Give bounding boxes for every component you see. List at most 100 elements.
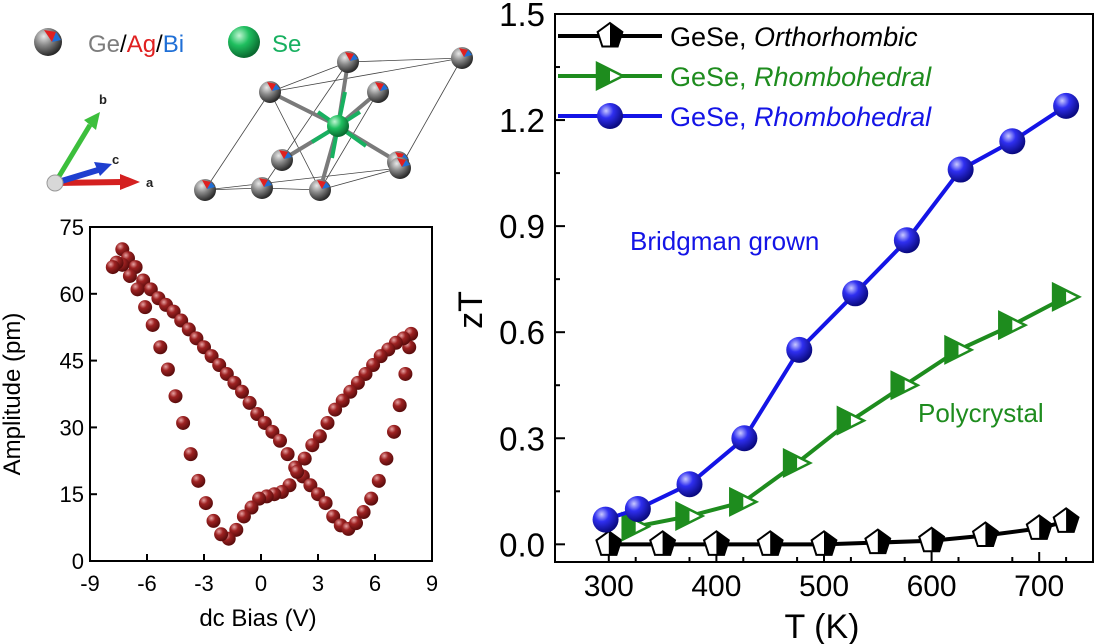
data-point [356,505,371,520]
ge-atom [194,179,216,201]
y-tick-label: 15 [60,482,84,507]
series-line [592,92,1080,533]
pfm-y-axis-label: Amplitude (pm) [0,313,26,476]
data-point [145,317,160,332]
data-point [191,473,206,488]
pfm-data-points [105,242,419,546]
series-line [621,281,1082,542]
data-point [183,447,198,462]
ge-atom-legend-icon [34,28,62,56]
y-tick-label: 1.2 [499,102,545,139]
data-point [1053,92,1080,119]
data-point [398,366,413,381]
data-point [971,521,999,548]
data-point [105,260,120,275]
crystal-structure-panel: Ge/Ag/Bi Se b c a [34,26,473,201]
data-point [842,280,869,307]
data-point [864,528,892,555]
data-point [649,530,677,556]
legend-label-phase: Rhombohedral [754,102,932,132]
se-atom [327,115,349,137]
zt-x-axis-label: T (K) [785,608,860,644]
axis-b-label: b [99,92,107,107]
rhombohedral-unit-cell [194,47,473,201]
data-point [273,433,287,448]
data-point [297,451,312,466]
data-point [944,334,975,365]
data-point [595,530,623,556]
data-point [676,471,703,498]
data-point [998,310,1029,341]
y-tick-label: 0.9 [499,208,545,245]
data-point [153,340,168,355]
legend-bi-label: Bi [163,31,184,58]
data-point [947,156,974,183]
pfm-x-axis-label: dc Bias (V) [199,605,316,632]
data-point [890,370,921,401]
x-tick-label: 3 [312,571,324,596]
data-point [214,527,229,542]
legend-entry-rhombohedral-polycrystal: GeSe, Rhombohedral [558,60,932,92]
axis-a-label: a [146,175,154,190]
y-tick-label: 0.0 [499,526,545,563]
data-point [138,300,153,315]
ge-atom [337,51,359,73]
y-tick-label: 60 [60,282,84,307]
data-point [176,415,191,430]
data-point [592,506,619,533]
legend-label-prefix: GeSe, [670,102,754,132]
x-tick-label: -6 [137,571,157,596]
data-point [328,402,343,417]
ge-atom [309,179,331,201]
data-point [624,495,651,522]
legend-ge-label: Ge [88,31,120,58]
ge-atom [259,81,281,103]
legend-se-label: Se [272,31,301,58]
data-point [387,424,401,439]
data-point [756,530,784,556]
series-line [595,507,1080,556]
y-tick-label: 45 [60,349,84,374]
x-tick-label: -9 [80,571,100,596]
data-point [729,486,760,517]
data-point [280,447,295,462]
data-point [999,128,1026,155]
axis-c-label: c [112,152,119,167]
data-point [1025,514,1053,540]
svg-text:Ge/Ag/Bi: Ge/Ag/Bi [88,31,184,58]
data-point [836,405,867,436]
x-tick-label: 600 [907,570,957,603]
crystal-axes-triad: b c a [46,92,154,192]
svg-text:GeSe, Orthorhombic: GeSe, Orthorhombic [670,22,918,52]
data-point [318,496,333,511]
data-point [893,227,920,254]
data-point [782,447,813,479]
data-point [168,389,183,404]
ge-atom [451,47,473,69]
svg-text:GeSe, Rhombohedral: GeSe, Rhombohedral [670,62,932,92]
legend-label-prefix: GeSe, [670,62,754,92]
data-point [122,268,137,283]
x-tick-label: 500 [799,570,849,603]
x-tick-label: -3 [194,571,214,596]
data-point [206,513,221,528]
legend-marker [597,103,623,129]
data-point [379,451,394,466]
legend-label-phase: Orthorhombic [754,22,918,52]
ge-atom [367,81,389,103]
data-point [160,362,175,377]
data-point [349,516,363,531]
y-tick-label: 1.5 [499,0,545,33]
x-tick-label: 9 [426,571,438,596]
data-point [235,384,249,399]
legend-slash: / [120,31,127,58]
data-point [290,464,305,479]
y-tick-label: 0 [72,549,84,574]
legend-entry-orthorhombic: GeSe, Orthorhombic [558,21,918,52]
zt-y-axis-label: zT [452,291,490,329]
data-point [810,530,838,556]
data-point [1051,281,1082,312]
polycrystal-annotation: Polycrystal [918,398,1044,428]
series-path [604,104,1068,522]
